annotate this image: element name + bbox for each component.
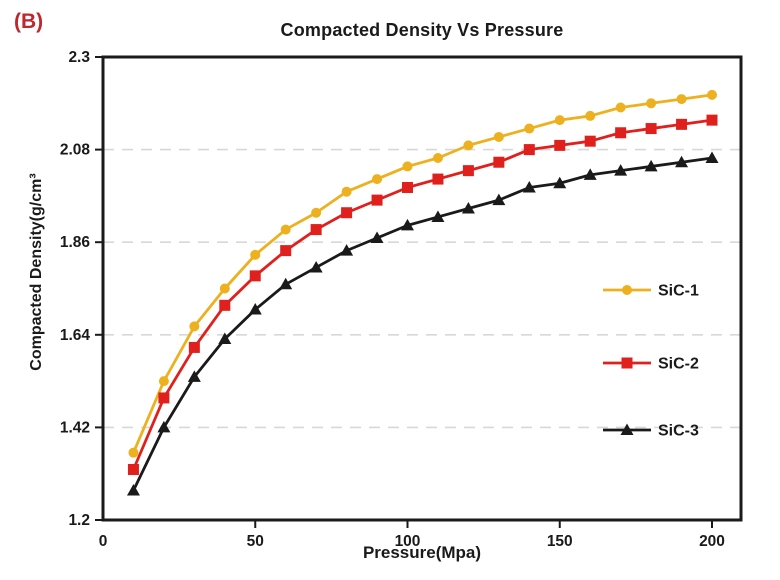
x-axis-title: Pressure(Mpa) (362, 543, 482, 562)
marker-SiC-3 (614, 164, 628, 176)
marker-SiC-2 (706, 114, 718, 126)
legend-label-SiC-1: SiC-1 (658, 283, 699, 300)
marker-SiC-3 (553, 176, 567, 189)
marker-SiC-1 (676, 94, 687, 105)
marker-SiC-1 (189, 321, 200, 332)
marker-SiC-3 (401, 218, 414, 231)
figure-label: (B) (14, 10, 44, 33)
marker-SiC-3 (248, 303, 262, 315)
marker-SiC-2 (219, 299, 231, 311)
chart-title: Compacted Density Vs Pressure (280, 20, 564, 40)
marker-SiC-1 (463, 140, 474, 151)
marker-SiC-1 (493, 131, 504, 142)
marker-SiC-3 (157, 420, 171, 433)
marker-SiC-1 (707, 89, 717, 100)
x-tick-label: 100 (395, 533, 421, 550)
marker-SiC-3 (522, 180, 536, 193)
marker-SiC-1 (158, 376, 169, 387)
marker-SiC-1 (341, 186, 352, 197)
marker-SiC-1 (585, 110, 596, 121)
marker-SiC-1 (615, 102, 626, 113)
x-tick-label: 0 (99, 533, 108, 550)
marker-SiC-2 (676, 118, 688, 130)
marker-SiC-3 (431, 210, 445, 222)
marker-SiC-3 (461, 202, 475, 214)
legend-marker-SiC-3 (620, 423, 634, 435)
marker-SiC-2 (523, 144, 535, 156)
marker-SiC-3 (370, 231, 384, 243)
marker-SiC-2 (402, 181, 413, 193)
marker-SiC-1 (280, 224, 291, 235)
marker-SiC-2 (280, 245, 292, 257)
marker-SiC-3 (675, 155, 689, 168)
marker-SiC-3 (705, 151, 719, 164)
marker-SiC-3 (340, 244, 354, 256)
marker-SiC-2 (432, 173, 444, 185)
marker-SiC-2 (493, 156, 505, 168)
marker-SiC-2 (127, 463, 139, 475)
marker-SiC-1 (250, 249, 261, 260)
y-axis-title: Compacted Density(g/cm³ (28, 173, 45, 371)
y-tick-label: 1.2 (68, 512, 90, 529)
y-tick-label: 2.3 (68, 49, 90, 66)
series-line-SiC-3 (132, 156, 713, 492)
marker-SiC-2 (462, 165, 474, 177)
x-tick-label: 50 (247, 533, 264, 550)
marker-SiC-2 (310, 224, 322, 236)
marker-SiC-3 (644, 159, 658, 172)
marker-SiC-1 (311, 207, 322, 218)
marker-SiC-2 (188, 341, 200, 353)
marker-SiC-1 (219, 283, 230, 294)
marker-SiC-2 (249, 270, 261, 282)
marker-SiC-1 (402, 161, 413, 172)
marker-SiC-2 (645, 123, 657, 135)
legend-label-SiC-3: SiC-3 (658, 423, 699, 440)
marker-SiC-3 (492, 193, 506, 206)
legend-marker-SiC-2 (621, 357, 633, 369)
marker-SiC-2 (341, 207, 353, 219)
x-tick-label: 200 (699, 533, 725, 550)
marker-SiC-2 (615, 127, 627, 139)
marker-SiC-2 (584, 135, 596, 147)
marker-SiC-2 (371, 194, 383, 206)
marker-SiC-3 (126, 484, 140, 496)
x-tick-label: 150 (547, 533, 573, 550)
y-tick-label: 1.64 (60, 327, 91, 344)
y-tick-label: 2.08 (60, 142, 91, 159)
marker-SiC-1 (128, 447, 139, 458)
marker-SiC-1 (372, 174, 383, 185)
marker-SiC-2 (554, 139, 566, 151)
marker-SiC-3 (218, 332, 232, 345)
marker-SiC-3 (583, 168, 597, 180)
marker-SiC-3 (187, 370, 201, 382)
y-tick-label: 1.42 (60, 419, 90, 436)
marker-SiC-1 (432, 153, 443, 164)
marker-SiC-1 (646, 98, 657, 109)
series-line-SiC-1 (132, 93, 713, 454)
plot-border (101, 55, 743, 522)
legend-marker-SiC-1 (622, 285, 632, 295)
marker-SiC-3 (309, 260, 323, 273)
y-tick-label: 1.86 (60, 234, 91, 251)
legend-label-SiC-2: SiC-2 (658, 356, 699, 373)
marker-SiC-3 (279, 277, 293, 290)
marker-SiC-1 (524, 123, 535, 134)
marker-SiC-2 (158, 392, 170, 404)
marker-SiC-1 (554, 115, 565, 126)
